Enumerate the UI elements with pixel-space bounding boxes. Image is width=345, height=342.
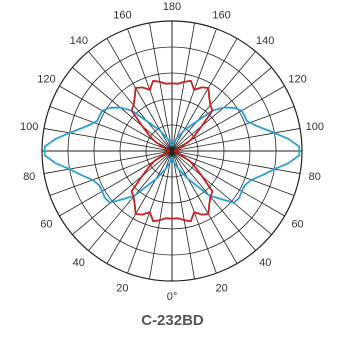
grid-spoke (171, 150, 256, 251)
grid-spoke (171, 106, 295, 152)
tick-label-right-40: 40 (259, 257, 271, 269)
grid-spoke (106, 150, 173, 264)
tick-label-right-120: 120 (288, 74, 306, 86)
tick-label-bottom: 0° (167, 291, 178, 303)
tick-label-left-80: 80 (23, 171, 35, 183)
grid-spoke (171, 150, 272, 235)
grid-spoke (171, 150, 195, 280)
grid-spoke (171, 67, 272, 152)
chart-title: C-232BD (141, 312, 204, 329)
tick-label-right-80: 80 (309, 171, 321, 183)
series-red-curve (130, 79, 214, 223)
grid-spoke (88, 150, 173, 251)
grid-spoke (149, 22, 173, 152)
tick-label-left-20: 20 (116, 282, 128, 294)
grid-spoke (88, 51, 173, 152)
tick-label-left-160: 160 (113, 10, 131, 22)
grid-spoke (43, 150, 173, 174)
grid-spoke (171, 22, 195, 152)
tick-label-left-40: 40 (73, 257, 85, 269)
tick-label-left-60: 60 (40, 219, 52, 231)
grid-spoke (171, 150, 295, 196)
grid-spoke (149, 150, 173, 280)
grid-spoke (72, 67, 173, 152)
tick-label-right-140: 140 (256, 35, 274, 47)
grid-spoke (171, 150, 301, 174)
tick-label-right-160: 160 (212, 10, 230, 22)
polar-chart: 180 0° 20 20 40 40 60 60 80 80 100 100 120 120 140 140 1… (20, 1, 324, 303)
grid-spoke (171, 150, 238, 264)
tick-label-left-140: 140 (70, 35, 88, 47)
tick-label-right-20: 20 (215, 282, 227, 294)
grid-spoke (171, 51, 256, 152)
tick-label-top: 180 (163, 1, 181, 13)
tick-label-right-60: 60 (291, 219, 303, 231)
grid-spoke (43, 128, 173, 152)
tick-label-left-120: 120 (37, 74, 55, 86)
grid-spoke (49, 106, 173, 152)
series-blue-curve (43, 106, 301, 204)
tick-label-left-100: 100 (20, 121, 38, 133)
grid-spoke (72, 150, 173, 235)
grid-spoke (171, 128, 301, 152)
tick-label-right-100: 100 (306, 121, 324, 133)
grid-spoke (49, 150, 173, 196)
